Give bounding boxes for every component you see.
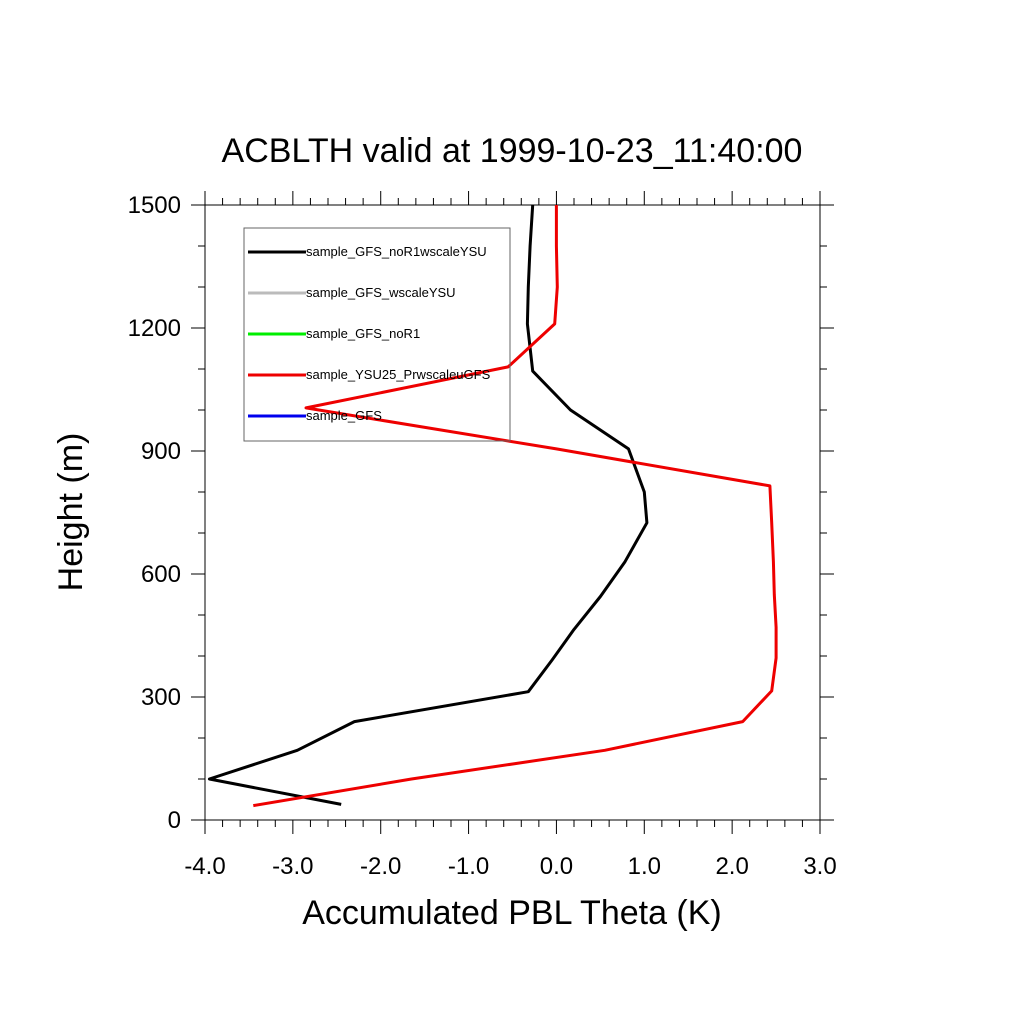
- y-tick-label: 600: [141, 561, 181, 588]
- x-tick-label: 0.0: [540, 853, 573, 880]
- legend-label: sample_GFS: [306, 408, 382, 423]
- x-tick-label: -2.0: [360, 853, 401, 880]
- y-tick-label: 1200: [128, 315, 181, 342]
- x-tick-label: 2.0: [715, 853, 748, 880]
- chart-title: ACBLTH valid at 1999-10-23_11:40:00: [222, 132, 803, 170]
- x-axis-title: Accumulated PBL Theta (K): [302, 894, 722, 932]
- legend-box: [243, 227, 511, 442]
- x-tick-label: -1.0: [448, 853, 489, 880]
- tick-marks: [191, 191, 834, 834]
- y-tick-labels: 0 300 600 900 1200 1500: [128, 192, 181, 834]
- x-tick-label: 3.0: [803, 853, 836, 880]
- x-tick-label: -4.0: [184, 853, 225, 880]
- legend-label: sample_GFS_noR1: [306, 326, 420, 341]
- x-tick-label: 1.0: [628, 853, 661, 880]
- y-tick-label: 1500: [128, 192, 181, 219]
- plot-frame: [204, 204, 821, 821]
- series-lines: [207, 204, 778, 808]
- x-tick-label: -3.0: [272, 853, 313, 880]
- legend-label: sample_YSU25_PrwscaleuGFS: [306, 367, 491, 382]
- series-line-4: [253, 205, 778, 808]
- legend-label: sample_GFS_noR1wscaleYSU: [306, 244, 487, 259]
- y-tick-label: 300: [141, 684, 181, 711]
- x-tick-labels: -4.0 -3.0 -2.0 -1.0 0.0 1.0 2.0 3.0: [184, 853, 836, 880]
- y-tick-label: 0: [168, 807, 181, 834]
- y-tick-label: 900: [141, 438, 181, 465]
- legend: sample_GFS_noR1wscaleYSU sample_GFS_wscal…: [243, 227, 511, 442]
- legend-label: sample_GFS_wscaleYSU: [306, 285, 456, 300]
- series-line-1: [207, 204, 649, 806]
- y-axis-title: Height (m): [52, 433, 90, 592]
